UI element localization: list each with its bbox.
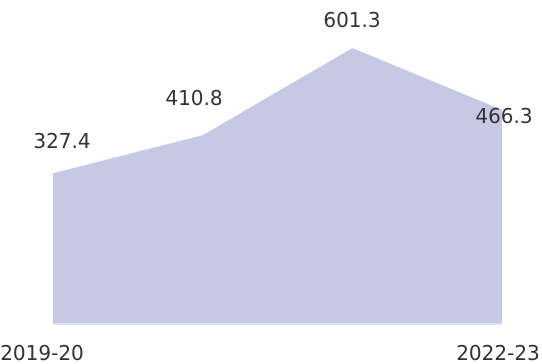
data-label: 410.8: [165, 86, 222, 110]
data-label: 601.3: [323, 8, 380, 32]
data-label: 466.3: [475, 104, 532, 128]
x-axis-tick-layer: 2019-20 2022-23: [0, 341, 540, 364]
area-layer: [53, 48, 502, 323]
area-series: [53, 48, 502, 323]
x-tick-label: 2022-23: [456, 341, 540, 364]
data-label: 327.4: [33, 129, 90, 153]
x-tick-label: 2019-20: [0, 341, 84, 364]
